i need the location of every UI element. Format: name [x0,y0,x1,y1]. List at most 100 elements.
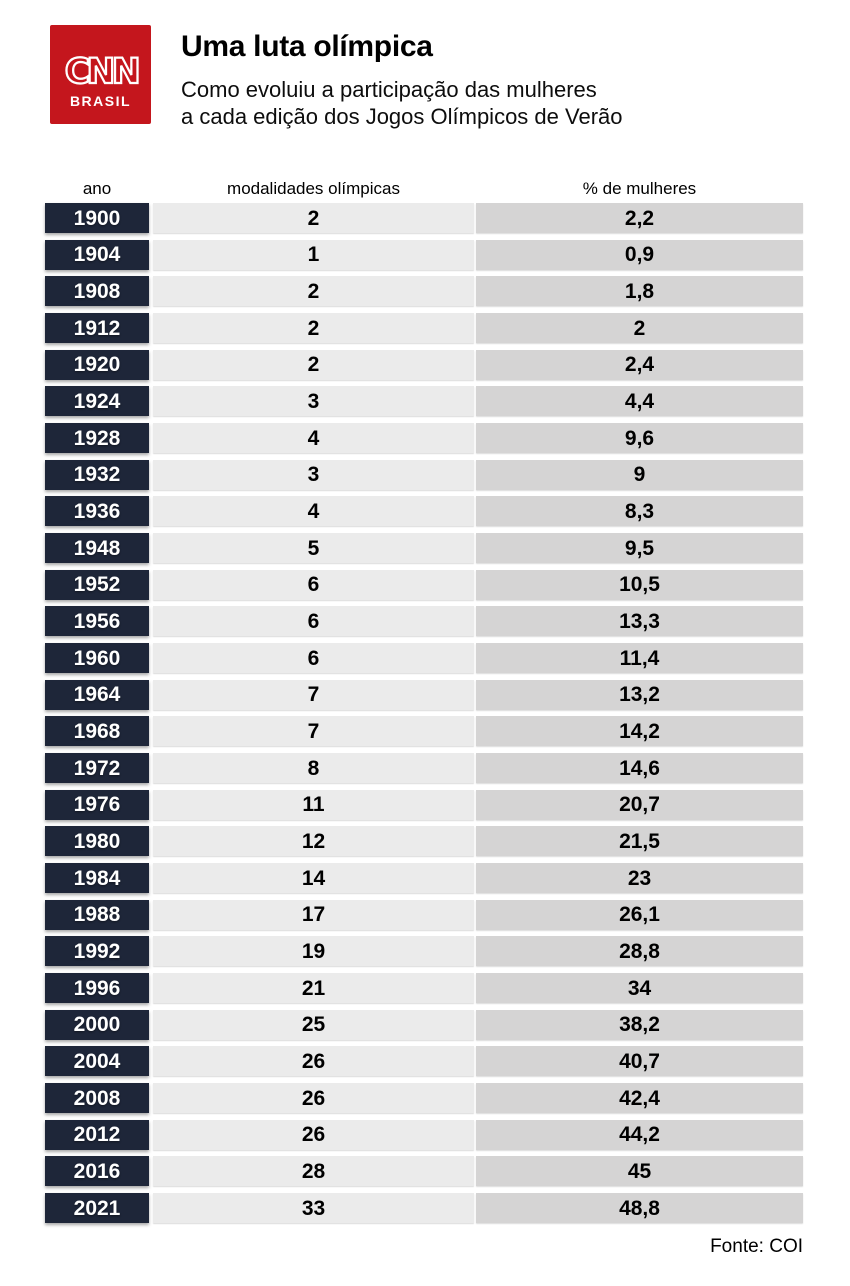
modalities-cell: 14 [153,863,474,894]
modalities-cell: 3 [153,386,474,417]
table-row: 1956 6 13,3 [45,606,803,637]
year-cell: 1972 [45,753,149,784]
year-cell: 1956 [45,606,149,637]
table-row: 2004 26 40,7 [45,1046,803,1077]
table-row: 1904 1 0,9 [45,239,803,270]
year-cell: 2012 [45,1119,149,1150]
year-cell: 2021 [45,1193,149,1224]
subtitle-line-2: a cada edição dos Jogos Olímpicos de Ver… [181,103,623,129]
year-cell: 1976 [45,789,149,820]
year-cell: 2016 [45,1156,149,1187]
women-percent-cell: 48,8 [476,1193,803,1224]
page-title: Uma luta olímpica [181,30,433,63]
table-row: 1924 3 4,4 [45,386,803,417]
modalities-cell: 1 [153,239,474,270]
year-cell: 1924 [45,386,149,417]
women-percent-cell: 2,4 [476,349,803,380]
modalities-cell: 19 [153,936,474,967]
modalities-cell: 8 [153,753,474,784]
modalities-cell: 17 [153,899,474,930]
modalities-cell: 2 [153,276,474,307]
year-cell: 1904 [45,239,149,270]
women-percent-cell: 34 [476,973,803,1004]
table-row: 1960 6 11,4 [45,643,803,674]
cnn-logo-icon: CNN [63,51,142,93]
year-cell: 1952 [45,569,149,600]
column-header-ano: ano [82,179,112,198]
modalities-cell: 28 [153,1156,474,1187]
year-cell: 2000 [45,1009,149,1040]
year-cell: 1960 [45,643,149,674]
table-row: 1948 5 9,5 [45,533,803,564]
table-row: 1984 14 23 [45,863,803,894]
modalities-cell: 4 [153,496,474,527]
women-percent-cell: 9,6 [476,423,803,454]
year-cell: 1984 [45,863,149,894]
table-row: 1992 19 28,8 [45,936,803,967]
modalities-cell: 12 [153,826,474,857]
women-percent-cell: 38,2 [476,1009,803,1040]
table-row: 1936 4 8,3 [45,496,803,527]
women-percent-cell: 21,5 [476,826,803,857]
women-percent-cell: 44,2 [476,1119,803,1150]
cnn-logo-text: CNN [64,52,137,92]
table-row: 1968 7 14,2 [45,716,803,747]
women-percent-cell: 13,2 [476,679,803,710]
modalities-cell: 2 [153,313,474,344]
table-row: 1920 2 2,4 [45,349,803,380]
women-percent-cell: 1,8 [476,276,803,307]
year-cell: 1964 [45,679,149,710]
women-percent-cell: 20,7 [476,789,803,820]
modalities-cell: 4 [153,423,474,454]
modalities-cell: 6 [153,569,474,600]
table-row: 1912 2 2 [45,313,803,344]
table-row: 1964 7 13,2 [45,679,803,710]
modalities-cell: 33 [153,1193,474,1224]
table-header: ano modalidades olímpicas % de mulheres [45,174,803,197]
column-header-modalidades: modalidades olímpicas [227,179,400,198]
women-percent-cell: 14,6 [476,753,803,784]
year-cell: 2004 [45,1046,149,1077]
modalities-cell: 21 [153,973,474,1004]
source-note: Fonte: COI [710,1236,803,1257]
women-percent-cell: 9 [476,459,803,490]
cnn-brasil-logo: CNN BRASIL [50,25,151,124]
subtitle-line-1: Como evoluiu a participação das mulheres [181,76,597,102]
women-percent-cell: 14,2 [476,716,803,747]
modalities-cell: 6 [153,643,474,674]
year-cell: 1908 [45,276,149,307]
women-percent-cell: 10,5 [476,569,803,600]
table-row: 2008 26 42,4 [45,1083,803,1114]
table-row: 1976 11 20,7 [45,789,803,820]
masthead-titles: Uma luta olímpica Como evoluiu a partici… [181,31,623,130]
year-cell: 1968 [45,716,149,747]
women-percent-cell: 28,8 [476,936,803,967]
modalities-cell: 3 [153,459,474,490]
modalities-cell: 26 [153,1119,474,1150]
modalities-cell: 5 [153,533,474,564]
table-row: 1980 12 21,5 [45,826,803,857]
year-cell: 1912 [45,313,149,344]
table-row: 2016 28 45 [45,1156,803,1187]
year-cell: 1936 [45,496,149,527]
table-row: 1932 3 9 [45,459,803,490]
modalities-cell: 7 [153,716,474,747]
table-row: 1928 4 9,6 [45,423,803,454]
women-percent-cell: 26,1 [476,899,803,930]
page-subtitle: Como evoluiu a participação das mulheres… [181,76,623,130]
year-cell: 1900 [45,203,149,233]
women-percent-cell: 9,5 [476,533,803,564]
table-row: 2021 33 48,8 [45,1193,803,1224]
women-percent-cell: 23 [476,863,803,894]
women-percent-cell: 11,4 [476,643,803,674]
olympics-table: ano modalidades olímpicas % de mulheres … [45,174,803,1230]
modalities-cell: 2 [153,349,474,380]
women-percent-cell: 8,3 [476,496,803,527]
year-cell: 1988 [45,899,149,930]
table-body: 1900 2 2,2 1904 1 0,9 1908 2 1,8 1912 2 … [45,203,803,1224]
women-percent-cell: 45 [476,1156,803,1187]
table-row: 1972 8 14,6 [45,753,803,784]
table-row: 1988 17 26,1 [45,899,803,930]
table-row: 1996 21 34 [45,973,803,1004]
